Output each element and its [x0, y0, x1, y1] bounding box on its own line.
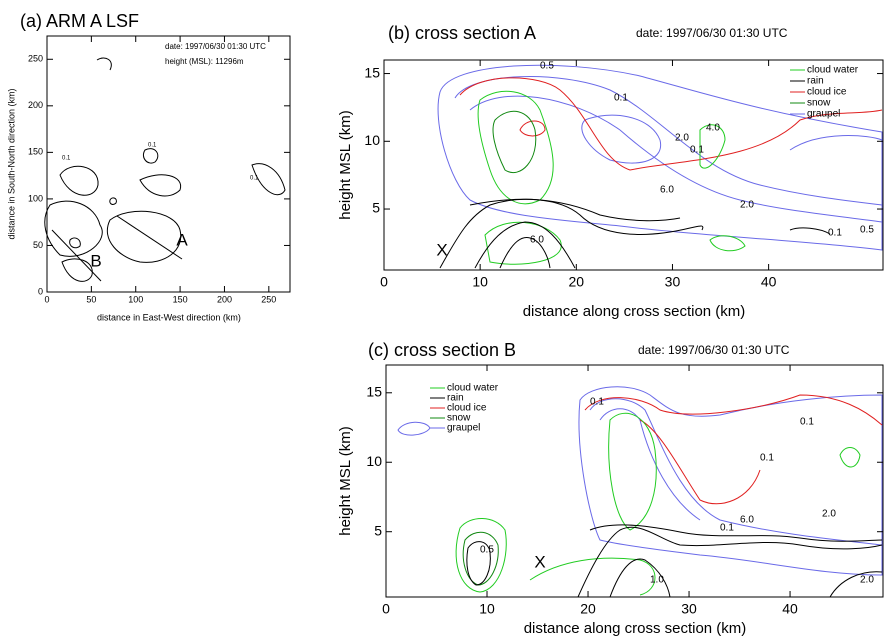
annotation: A [176, 230, 188, 249]
contour-label: 0.5 [480, 545, 494, 556]
annotation: B [90, 251, 101, 270]
legend-label: snow [447, 413, 471, 424]
x-tick-label: 10 [472, 273, 488, 289]
y-axis-label: height MSL (km) [337, 426, 354, 535]
y-tick-label: 200 [28, 100, 43, 110]
contour-label: 0.1 [590, 397, 604, 408]
contour-label: 4.0 [706, 123, 720, 134]
contour-label: 6.0 [660, 185, 674, 196]
contour-label: 0.1 [250, 176, 259, 182]
panel-date: date: 1997/06/30 01:30 UTC [636, 26, 788, 40]
y-tick-label: 15 [366, 383, 382, 399]
legend-label: cloud ice [447, 403, 487, 414]
plot-frame [46, 35, 291, 293]
y-tick-label: 150 [28, 147, 43, 157]
x-tick-label: 30 [681, 600, 697, 616]
y-tick-label: 10 [364, 132, 380, 148]
contour-label: 1.0 [650, 575, 664, 586]
panel-date: date: 1997/06/30 01:30 UTC [638, 343, 790, 357]
plot-frame [385, 364, 884, 598]
legend-label: graupel [807, 109, 840, 120]
x-tick-label: 20 [580, 600, 596, 616]
legend-label: rain [807, 76, 824, 87]
annotation: height (MSL): 11296m [165, 57, 244, 66]
contour-label: 0.5 [540, 61, 554, 72]
x-tick-label: 0 [380, 273, 388, 289]
y-tick-label: 10 [366, 453, 382, 469]
contour-label: 0.1 [828, 228, 842, 239]
contour-label: 2.0 [860, 575, 874, 586]
y-tick-label: 250 [28, 54, 43, 64]
contours-a [44, 57, 286, 282]
contour-label: 0.1 [62, 156, 71, 162]
contour-label: 0.1 [614, 93, 628, 104]
x-tick-label: 50 [86, 294, 96, 304]
legend-label: graupel [447, 423, 480, 434]
x-tick-label: 40 [782, 600, 798, 616]
contour-label: 0.1 [690, 145, 704, 156]
annotation: X [534, 552, 545, 571]
contour-label: 0.1 [760, 453, 774, 464]
legend-label: rain [447, 393, 464, 404]
panel-title: (b) cross section A [388, 23, 536, 43]
x-tick-label: 20 [569, 273, 585, 289]
x-axis-label: distance along cross section (km) [523, 303, 746, 320]
legend-label: cloud water [447, 383, 499, 394]
contour-label: 6.0 [530, 235, 544, 246]
x-tick-label: 10 [479, 600, 495, 616]
x-tick-label: 100 [128, 294, 143, 304]
contour-label: 2.0 [740, 200, 754, 211]
y-tick-label: 50 [33, 240, 43, 250]
x-tick-label: 0 [382, 600, 390, 616]
x-tick-label: 250 [261, 294, 276, 304]
x-axis-label: distance in East-West direction (km) [97, 312, 241, 322]
y-tick-label: 15 [364, 64, 380, 80]
legend-label: snow [807, 98, 831, 109]
x-axis-label: distance along cross section (km) [524, 620, 747, 637]
contour-label: 6.0 [740, 515, 754, 526]
contour-label: 2.0 [675, 133, 689, 144]
contour-label: 0.1 [148, 143, 157, 149]
contour-label: 0.1 [720, 523, 734, 534]
x-tick-label: 200 [217, 294, 232, 304]
y-tick-label: 5 [372, 200, 380, 216]
y-tick-label: 100 [28, 193, 43, 203]
legend-label: cloud water [807, 65, 859, 76]
annotation: X [436, 240, 447, 259]
annotation: date: 1997/06/30 01:30 UTC [165, 42, 266, 51]
panel-title: (c) cross section B [368, 340, 516, 360]
y-tick-label: 0 [38, 286, 43, 296]
plot-frame [383, 59, 884, 271]
panel-title: (a) ARM A LSF [20, 11, 139, 31]
contour-label: 2.0 [822, 509, 836, 520]
y-axis-label: distance in South-North direction (km) [6, 88, 16, 239]
x-tick-label: 40 [761, 273, 777, 289]
y-axis-label: height MSL (km) [337, 110, 354, 219]
contours-c [397, 386, 883, 598]
x-tick-label: 150 [173, 294, 188, 304]
contour-label: 0.5 [860, 225, 874, 236]
contour-label: 0.1 [800, 417, 814, 428]
x-tick-label: 30 [665, 273, 681, 289]
x-tick-label: 0 [44, 294, 49, 304]
contours-b [437, 64, 883, 269]
y-tick-label: 5 [374, 522, 382, 538]
legend-label: cloud ice [807, 87, 847, 98]
